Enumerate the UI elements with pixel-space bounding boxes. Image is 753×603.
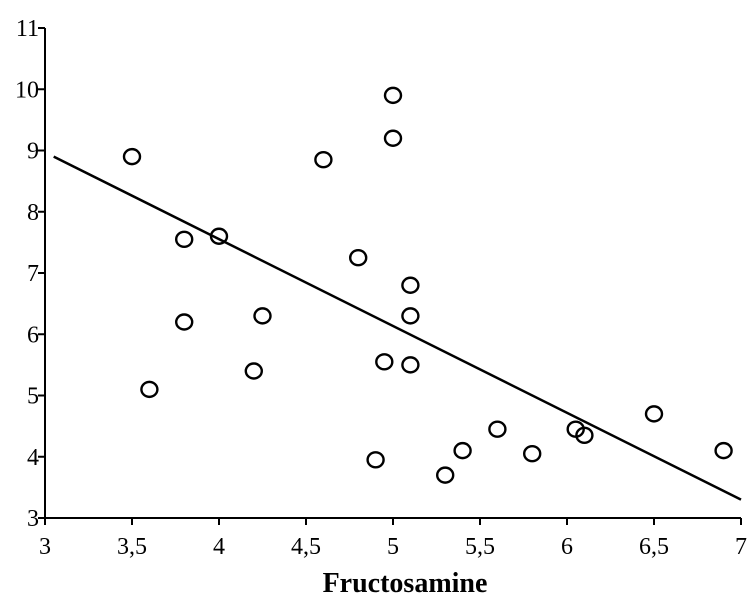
x-tick-label: 5,5 <box>465 534 495 560</box>
x-axis-ticks: 3 3,5 4 4,5 5 5,5 6 6,5 7 <box>39 518 747 560</box>
x-tick-label: 3,5 <box>117 534 147 560</box>
x-axis-title: Fructosamine <box>323 568 488 599</box>
y-tick-label: 9 <box>27 139 39 165</box>
data-point <box>644 405 664 423</box>
y-tick-label: 8 <box>27 200 39 226</box>
data-point <box>314 150 333 169</box>
x-tick-label: 4 <box>213 534 225 560</box>
data-point <box>453 441 472 460</box>
data-points <box>122 86 733 484</box>
x-tick-label: 3 <box>39 534 51 560</box>
data-point <box>401 356 420 374</box>
data-point <box>140 380 159 399</box>
y-tick-label: 11 <box>16 16 39 42</box>
data-point <box>401 307 420 325</box>
data-point <box>488 420 507 438</box>
y-axis-ticks: 3 4 5 6 7 8 9 10 11 <box>15 16 45 532</box>
data-point <box>383 129 403 147</box>
data-point <box>209 227 229 245</box>
data-point <box>375 353 394 371</box>
data-point <box>366 451 385 469</box>
y-tick-label: 10 <box>15 77 39 103</box>
x-tick-label: 5 <box>387 534 399 560</box>
x-tick-label: 6,5 <box>639 534 669 560</box>
data-point <box>575 426 594 445</box>
x-tick-label: 6 <box>561 534 573 560</box>
data-point <box>253 307 272 325</box>
data-point <box>436 466 455 484</box>
data-point <box>523 444 542 463</box>
data-point <box>122 147 142 166</box>
y-tick-label: 6 <box>27 322 39 348</box>
data-point <box>401 276 420 294</box>
data-point <box>244 362 264 380</box>
data-point <box>174 230 194 249</box>
regression-line <box>53 155 742 501</box>
data-point <box>349 248 368 267</box>
x-tick-label: 4,5 <box>291 534 321 560</box>
data-point <box>383 86 403 105</box>
y-tick-label: 4 <box>27 445 39 471</box>
data-point <box>714 441 733 460</box>
y-tick-label: 5 <box>27 384 39 410</box>
data-point <box>174 313 194 331</box>
y-tick-label: 7 <box>27 261 39 287</box>
y-tick-label: 3 <box>27 506 39 532</box>
x-tick-label: 7 <box>735 534 747 560</box>
